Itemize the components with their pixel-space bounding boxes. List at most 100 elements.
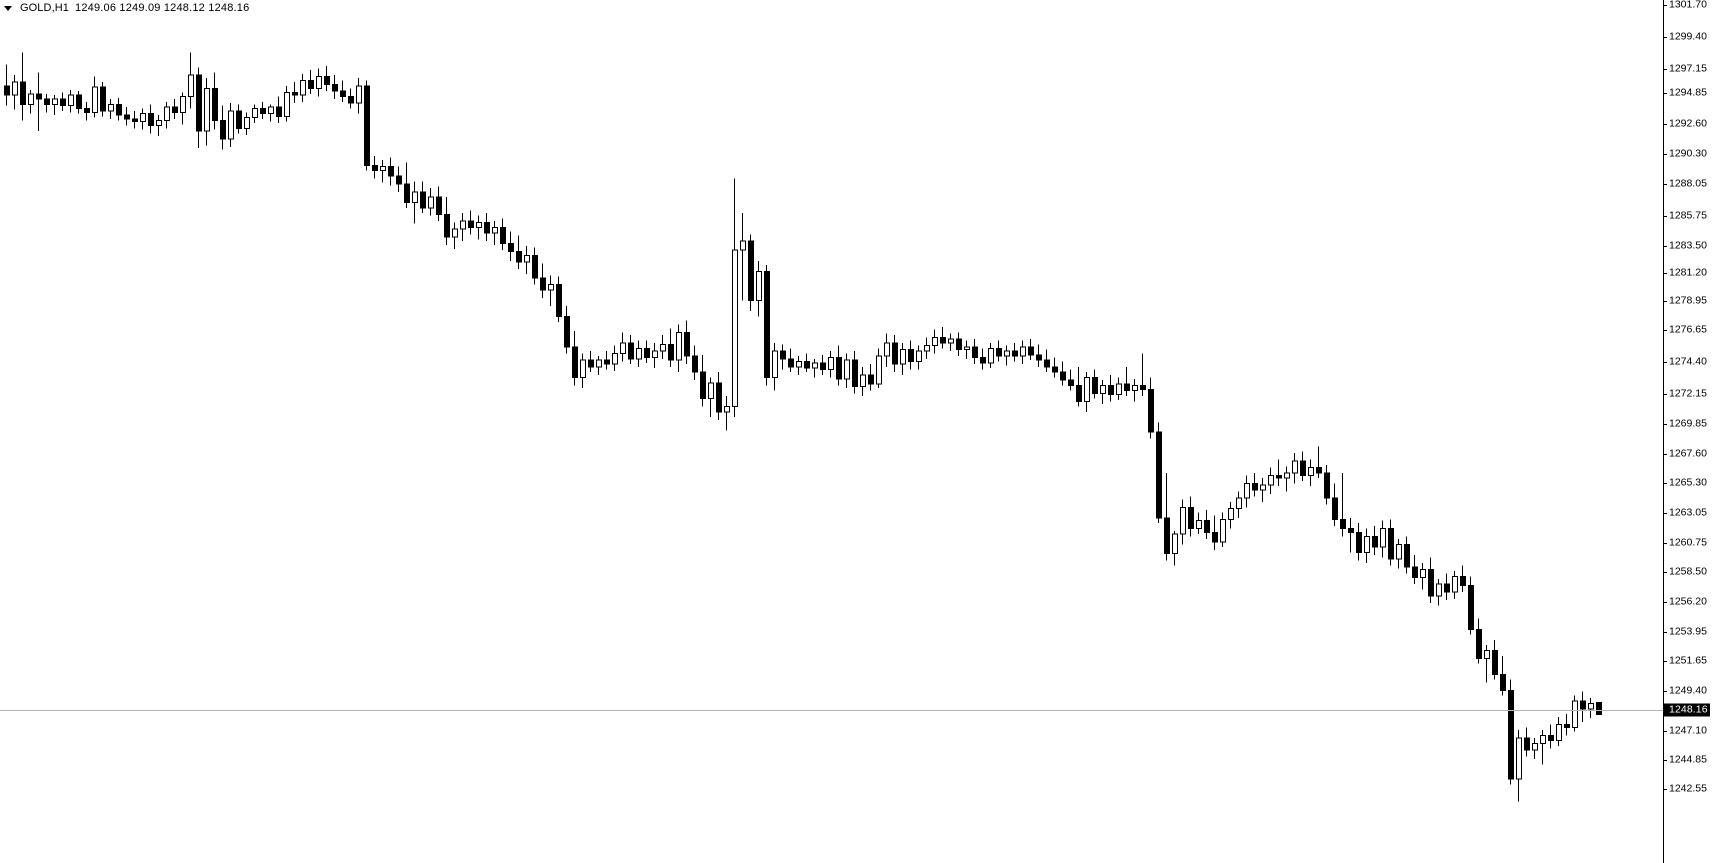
candle-bullish xyxy=(492,221,498,245)
candle-bullish xyxy=(380,160,386,183)
candle-bullish xyxy=(1284,466,1290,492)
candle-bearish xyxy=(1108,374,1114,402)
chart-plot-area[interactable] xyxy=(0,0,1663,863)
candle-bullish xyxy=(988,342,994,369)
candle-bearish xyxy=(1340,472,1346,537)
candle-bearish xyxy=(1164,472,1170,561)
candle-bearish xyxy=(1276,459,1282,487)
candle-bullish xyxy=(676,324,682,373)
candle-bullish xyxy=(204,77,210,146)
candle-bearish xyxy=(1492,639,1498,680)
candle-bullish xyxy=(1172,531,1178,566)
candle-bearish xyxy=(1500,655,1506,696)
candle-bearish xyxy=(1124,366,1130,397)
price-tick-label: 1290.30 xyxy=(1669,147,1707,160)
candle-bearish xyxy=(1052,357,1058,378)
candle-bearish xyxy=(1148,377,1154,439)
price-scale[interactable]: 1301.70 1299.40 1297.15 1294.85 1292.60 1290.… xyxy=(1663,0,1720,863)
candle-bullish xyxy=(460,213,466,241)
candle-bullish xyxy=(620,332,626,362)
candle-bearish xyxy=(4,64,10,106)
candle-bullish xyxy=(548,275,554,306)
candle-bearish xyxy=(1564,714,1570,736)
candle-bullish xyxy=(900,342,906,375)
candle-bullish xyxy=(612,345,618,371)
candle-bearish xyxy=(1372,525,1378,556)
candle-bullish xyxy=(1420,563,1426,590)
candle-bullish xyxy=(1380,520,1386,558)
candle-bearish xyxy=(1324,464,1330,505)
candle-bearish xyxy=(1028,339,1034,361)
candle-bullish xyxy=(268,104,274,122)
candle-bearish xyxy=(748,234,754,312)
candle-bearish xyxy=(236,104,242,134)
price-tick-label: 1267.60 xyxy=(1669,447,1707,460)
candle-bearish xyxy=(308,69,314,94)
candle-bearish xyxy=(788,348,794,373)
price-tick-label: 1249.40 xyxy=(1669,684,1707,697)
candle-bearish xyxy=(124,107,130,126)
candle-bearish xyxy=(500,218,506,251)
candle-bearish xyxy=(1076,366,1082,407)
candle-bearish xyxy=(1300,451,1306,481)
price-tick xyxy=(1663,572,1667,573)
candle-bullish xyxy=(924,337,930,359)
price-tick xyxy=(1663,93,1667,94)
candle-bullish xyxy=(1100,380,1106,404)
price-tick xyxy=(1663,246,1667,247)
candle-bullish xyxy=(1516,730,1522,802)
candle-bearish xyxy=(1204,509,1210,540)
price-tick xyxy=(1663,483,1667,484)
candle-bullish xyxy=(884,333,890,367)
candle-bullish xyxy=(1556,716,1562,746)
candle-bullish xyxy=(1436,578,1442,606)
candle-bearish xyxy=(644,340,650,363)
candle-bearish xyxy=(1444,573,1450,601)
candle-bearish xyxy=(684,320,690,365)
price-tick xyxy=(1663,301,1667,302)
candle-bullish xyxy=(596,356,602,375)
candle-bearish xyxy=(588,350,594,373)
price-tick-label: 1297.15 xyxy=(1669,62,1707,75)
candle-bearish xyxy=(996,340,1002,362)
ohlc-values: 1249.06 1249.09 1248.12 1248.16 xyxy=(75,2,250,14)
price-tick-label: 1301.70 xyxy=(1669,0,1707,11)
candle-bearish xyxy=(76,91,82,114)
candle-bearish xyxy=(564,305,570,354)
candle-bullish xyxy=(92,76,98,118)
candle-bullish xyxy=(1220,512,1226,548)
candle-bearish xyxy=(516,235,522,269)
candle-bearish xyxy=(212,72,218,130)
candle-bearish xyxy=(1580,691,1586,723)
price-tick-label: 1281.20 xyxy=(1669,266,1707,279)
candle-bearish xyxy=(1332,483,1338,526)
candle-bullish xyxy=(1180,499,1186,545)
candle-bearish xyxy=(60,92,66,112)
candle-bullish xyxy=(964,340,970,359)
candle-bullish xyxy=(1132,378,1138,402)
candle-bullish xyxy=(180,92,186,125)
candle-bullish xyxy=(356,77,362,114)
price-tick-label: 1244.85 xyxy=(1669,753,1707,766)
candle-bearish xyxy=(1092,369,1098,399)
price-tick xyxy=(1663,760,1667,761)
candle-bearish xyxy=(324,65,330,92)
candle-bearish xyxy=(1548,724,1554,749)
candle-bullish xyxy=(1260,478,1266,503)
candle-bearish xyxy=(820,354,826,375)
triangle-down-icon[interactable] xyxy=(4,5,12,11)
candle-bullish xyxy=(1292,453,1298,484)
candle-bullish xyxy=(1236,491,1242,518)
candle-bearish xyxy=(1460,565,1466,593)
candle-bearish xyxy=(1156,422,1162,524)
candlestick-series xyxy=(4,52,1602,802)
candle-bullish xyxy=(812,358,818,378)
candle-bullish xyxy=(252,104,258,123)
price-tick xyxy=(1663,513,1667,514)
price-tick xyxy=(1663,184,1667,185)
candle-bullish xyxy=(52,95,58,116)
price-tick xyxy=(1663,273,1667,274)
price-tick xyxy=(1663,789,1667,790)
candle-bullish xyxy=(740,213,746,301)
